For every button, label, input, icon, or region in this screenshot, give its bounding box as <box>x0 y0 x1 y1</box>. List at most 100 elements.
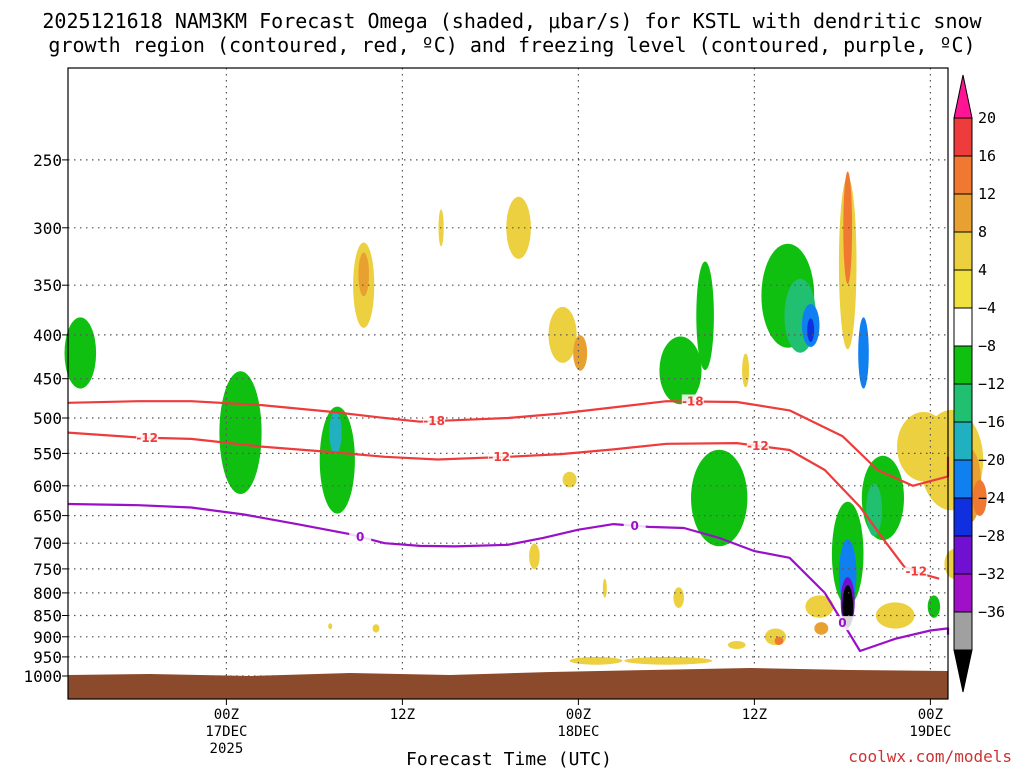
omega-cell <box>529 543 540 570</box>
plot-area: -18 -18 -12 -12 -12 -12 0 0 0 <box>64 67 987 700</box>
colorbar-swatch <box>953 117 973 157</box>
colorbar-swatch <box>953 345 973 385</box>
contour-line-dgz_-12 <box>67 431 940 580</box>
y-tick-label: 950 <box>33 648 62 667</box>
chart-title-line2: growth region (contoured, red, ºC) and f… <box>48 33 975 57</box>
x-tick-label: 19DEC <box>909 724 951 740</box>
colorbar-tick-label: −28 <box>978 527 1005 545</box>
contour-label: -12 <box>488 450 510 464</box>
colorbar-swatch <box>953 573 973 613</box>
omega-cell <box>562 471 577 488</box>
omega-cell <box>569 656 623 665</box>
contour-label: -12 <box>136 431 158 445</box>
omega-cell <box>372 624 380 633</box>
omega-cell <box>728 641 746 649</box>
omega-cell <box>219 371 262 494</box>
y-tick-label: 500 <box>33 409 62 428</box>
contour-label-bg <box>623 518 646 533</box>
contour-label-bg <box>831 616 854 631</box>
y-tick-label: 400 <box>33 326 62 345</box>
ground-surface <box>68 668 948 699</box>
colorbar-swatch <box>953 535 973 575</box>
omega-cell <box>110 342 125 382</box>
omega-cell <box>742 353 750 388</box>
colorbar-swatch <box>953 421 973 461</box>
colorbar-swatch <box>953 193 973 233</box>
colorbar-tick-label: 16 <box>978 147 996 165</box>
contour-label-bg <box>488 450 511 465</box>
y-tick-label: 700 <box>33 534 62 553</box>
colorbar-swatch <box>953 269 973 309</box>
x-tick-label: 12Z <box>742 707 767 723</box>
contour-label: -12 <box>905 565 927 579</box>
y-tick-label: 900 <box>33 628 62 647</box>
y-tick-label: 750 <box>33 560 62 579</box>
colorbar-tick-label: −16 <box>978 413 1005 431</box>
contour-label-bg <box>423 414 446 429</box>
colorbar-tick-label: −36 <box>978 603 1005 621</box>
omega-cell <box>866 483 882 537</box>
y-tick-label: 350 <box>33 276 62 295</box>
omega-cell <box>624 656 713 665</box>
x-tick-label: 18DEC <box>557 724 599 740</box>
temperature-contours: -18 -18 -12 -12 -12 -12 0 0 0 <box>67 394 950 653</box>
contour-label: -18 <box>682 395 704 409</box>
colorbar-swatch <box>953 497 973 537</box>
x-tick-label: 17DEC <box>205 724 247 740</box>
x-tick-label: 00Z <box>566 707 591 723</box>
contour-label-bg <box>905 564 928 579</box>
omega-cell <box>691 449 748 547</box>
colorbar-swatch <box>953 307 973 347</box>
y-tick-label: 300 <box>33 219 62 238</box>
contour-line-dgz_-18 <box>67 400 950 487</box>
contour-label: -12 <box>747 439 769 453</box>
colorbar-tick-label: −12 <box>978 375 1005 393</box>
omega-cell <box>64 317 97 389</box>
x-tick-label: 12Z <box>390 707 415 723</box>
omega-cell <box>843 171 853 285</box>
x-tick-label: 00Z <box>214 707 239 723</box>
omega-cell <box>807 318 815 343</box>
contour-line-freezing_0 <box>67 502 950 653</box>
colorbar-tick-label: −4 <box>978 299 996 317</box>
omega-cell <box>805 595 834 618</box>
colorbar-top-arrow <box>953 74 973 119</box>
y-tick-label: 550 <box>33 444 62 463</box>
omega-cell <box>328 623 333 630</box>
colorbar-tick-label: 4 <box>978 261 987 279</box>
x-tick-label: 2025 <box>210 741 244 757</box>
omega-cell <box>659 336 702 405</box>
omega-cell <box>774 636 784 646</box>
colorbar-tick-label: −32 <box>978 565 1005 583</box>
x-axis-label: Forecast Time (UTC) <box>406 749 612 768</box>
y-axis-pressure: 250 300 350 400 450 500 550 600 650 700 750 800 850 9… <box>23 151 68 686</box>
colorbar-swatch <box>953 383 973 423</box>
colorbar: 20 16 12 8 4 −4 −8 −12 −16 −20 −24 −28 −32 −36 <box>953 74 1005 693</box>
y-tick-label: 850 <box>33 607 62 626</box>
omega-shading <box>64 171 987 665</box>
colorbar-tick-label: −20 <box>978 451 1005 469</box>
colorbar-tick-label: 20 <box>978 109 996 127</box>
contour-label: -18 <box>423 414 445 428</box>
omega-cell <box>329 411 342 455</box>
y-tick-label: 650 <box>33 507 62 526</box>
omega-cell <box>814 622 829 635</box>
contour-label-bg <box>681 394 704 409</box>
colorbar-swatch <box>953 231 973 271</box>
omega-cell <box>927 595 941 618</box>
colorbar-tick-label: −8 <box>978 337 996 355</box>
colorbar-swatch <box>953 611 973 651</box>
omega-cell <box>319 406 355 514</box>
credit-text: coolwx.com/models <box>848 747 1012 766</box>
colorbar-swatch <box>953 459 973 499</box>
colorbar-tick-label: 8 <box>978 223 987 241</box>
plot-frame <box>67 67 949 700</box>
x-tick-label: 00Z <box>918 707 943 723</box>
omega-cell <box>858 317 869 389</box>
contour-label-bg <box>136 430 159 445</box>
y-tick-label: 600 <box>33 477 62 496</box>
omega-cell <box>358 252 370 297</box>
contour-label: 0 <box>838 616 846 630</box>
